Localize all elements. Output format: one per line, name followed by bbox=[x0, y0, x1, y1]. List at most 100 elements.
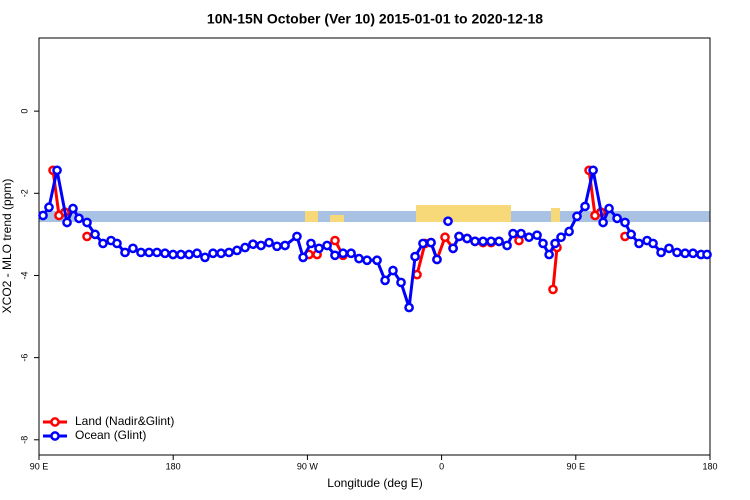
data-point bbox=[572, 211, 582, 222]
y-axis-title: XCO2 - MLO trend (ppm) bbox=[0, 179, 14, 314]
data-point bbox=[292, 231, 302, 242]
data-point bbox=[516, 228, 526, 239]
data-point bbox=[656, 247, 666, 258]
y-tick-label: -4 bbox=[19, 271, 29, 279]
data-point bbox=[82, 217, 92, 228]
data-point bbox=[136, 247, 146, 258]
data-point bbox=[548, 284, 558, 295]
data-point bbox=[502, 240, 512, 251]
band bbox=[39, 205, 710, 222]
data-point bbox=[418, 238, 428, 249]
data-point bbox=[44, 202, 54, 213]
data-point bbox=[486, 236, 496, 247]
data-point bbox=[264, 237, 274, 248]
data-point bbox=[280, 240, 290, 251]
band-ocean bbox=[39, 211, 710, 222]
legend-marker bbox=[50, 417, 60, 427]
plot-frame bbox=[38, 37, 711, 456]
data-point bbox=[462, 233, 472, 244]
data-point bbox=[338, 248, 348, 259]
data-point bbox=[440, 232, 450, 243]
data-point bbox=[432, 254, 442, 265]
band-land bbox=[416, 205, 511, 222]
data-point bbox=[68, 203, 78, 214]
data-point bbox=[346, 248, 356, 259]
x-tick-label: 0 bbox=[439, 461, 444, 471]
data-point bbox=[626, 229, 636, 240]
data-point bbox=[550, 238, 560, 249]
data-point bbox=[224, 247, 234, 258]
data-point bbox=[298, 252, 308, 263]
data-point bbox=[564, 226, 574, 237]
data-point bbox=[62, 217, 72, 228]
data-point bbox=[588, 165, 598, 176]
data-point bbox=[362, 255, 372, 266]
data-point bbox=[112, 238, 122, 249]
data-point bbox=[240, 242, 250, 253]
data-point bbox=[354, 253, 364, 264]
data-point bbox=[598, 217, 608, 228]
data-point bbox=[208, 248, 218, 259]
data-point bbox=[380, 275, 390, 286]
data-point bbox=[372, 255, 382, 266]
data-point bbox=[74, 213, 84, 224]
data-point bbox=[232, 245, 242, 256]
data-point bbox=[612, 213, 622, 224]
data-point bbox=[680, 248, 690, 259]
band-land bbox=[551, 208, 560, 222]
data-point bbox=[410, 251, 420, 262]
x-tick-label: 90 W bbox=[297, 461, 319, 471]
data-point bbox=[672, 247, 682, 258]
data-point bbox=[82, 231, 92, 242]
data-point bbox=[38, 210, 48, 221]
data-point bbox=[52, 165, 62, 176]
data-point bbox=[544, 249, 554, 260]
x-tick-label: 90 E bbox=[567, 461, 586, 471]
data-point bbox=[702, 249, 712, 260]
legend-marker bbox=[50, 431, 60, 441]
data-point bbox=[200, 252, 210, 263]
data-point bbox=[388, 265, 398, 276]
data-point bbox=[478, 236, 488, 247]
data-point bbox=[556, 232, 566, 243]
data-point bbox=[322, 240, 332, 251]
data-point bbox=[634, 238, 644, 249]
data-point bbox=[448, 243, 458, 254]
y-tick-label: -8 bbox=[19, 436, 29, 444]
band-land bbox=[330, 215, 344, 222]
x-tick-label: 90 E bbox=[30, 461, 49, 471]
data-point bbox=[98, 238, 108, 249]
data-point bbox=[396, 277, 406, 288]
data-point bbox=[538, 238, 548, 249]
data-point bbox=[248, 239, 258, 250]
x-axis-title: Longitude (deg E) bbox=[327, 476, 422, 490]
x-tick-label: 180 bbox=[166, 461, 181, 471]
data-point bbox=[192, 248, 202, 259]
data-point bbox=[454, 231, 464, 242]
data-point bbox=[580, 201, 590, 212]
x-tick-label: 180 bbox=[702, 461, 717, 471]
data-point bbox=[688, 248, 698, 259]
data-point bbox=[314, 243, 324, 254]
y-tick-label: -6 bbox=[19, 354, 29, 362]
y-tick-label: 0 bbox=[19, 109, 29, 114]
data-point bbox=[90, 229, 100, 240]
data-point bbox=[306, 238, 316, 249]
data-point bbox=[160, 248, 170, 259]
legend-label: Ocean (Glint) bbox=[75, 428, 146, 442]
data-point bbox=[120, 247, 130, 258]
data-point bbox=[443, 216, 453, 227]
data-point bbox=[272, 241, 282, 252]
y-tick-label: -2 bbox=[19, 189, 29, 197]
data-point bbox=[256, 240, 266, 251]
chart-title: 10N-15N October (Ver 10) 2015-01-01 to 2… bbox=[207, 11, 543, 27]
data-point bbox=[184, 249, 194, 260]
data-point bbox=[426, 237, 436, 248]
data-point bbox=[404, 302, 414, 313]
data-point bbox=[176, 249, 186, 260]
data-point bbox=[330, 235, 340, 246]
data-point bbox=[664, 243, 674, 254]
band-land bbox=[305, 211, 318, 222]
data-point bbox=[152, 247, 162, 258]
